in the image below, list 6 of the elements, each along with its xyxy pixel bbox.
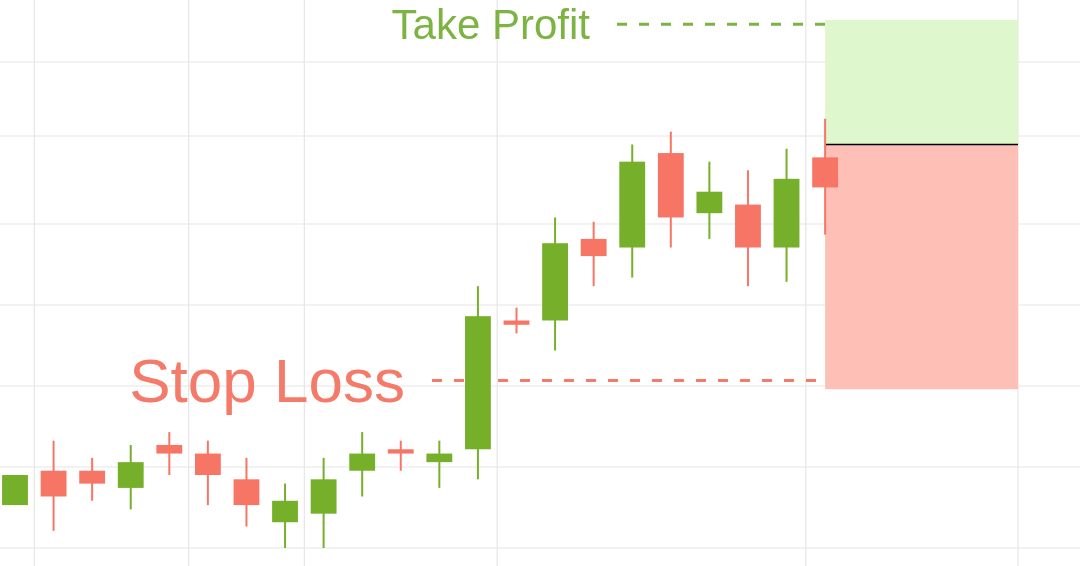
candlestick <box>426 439 453 489</box>
ref-line-label: Stop Loss <box>129 346 405 416</box>
candlestick <box>503 306 530 335</box>
candlestick <box>387 439 414 472</box>
candlestick <box>156 431 183 477</box>
ref-line-label: Take Profit <box>391 0 591 48</box>
